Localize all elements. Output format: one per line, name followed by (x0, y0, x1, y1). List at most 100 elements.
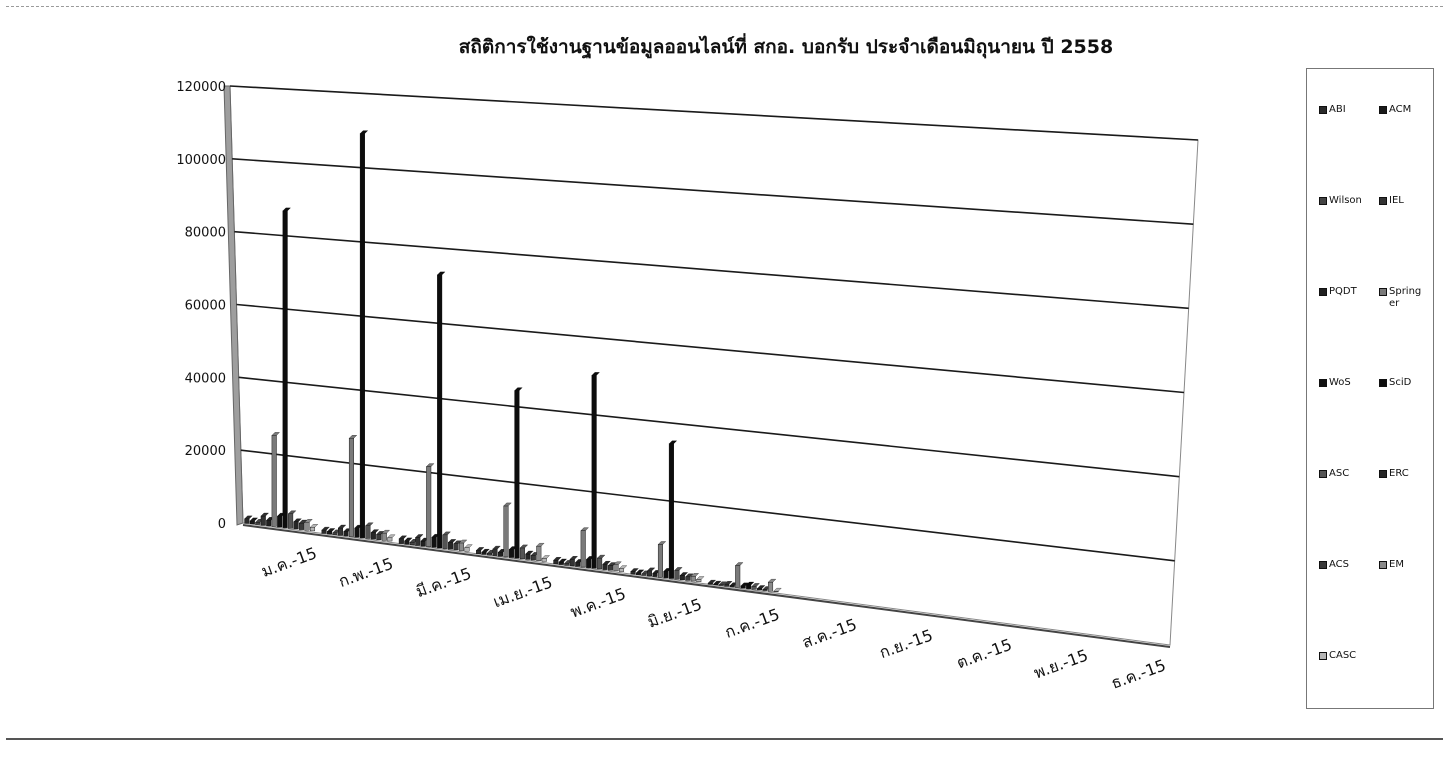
bar-top (337, 524, 347, 529)
legend-item: Springer (1379, 286, 1441, 310)
bar (558, 561, 564, 565)
bar (580, 530, 586, 568)
legend-label: EM (1389, 559, 1404, 570)
bar-top (398, 535, 408, 539)
legend-item: ACS (1319, 559, 1381, 571)
x-tick-label: ต.ค.-15 (954, 635, 1014, 672)
bar-top (326, 528, 336, 532)
bar-top (696, 576, 705, 580)
bar (459, 542, 465, 551)
legend-item: ABI (1319, 104, 1381, 116)
bar (564, 563, 570, 566)
bar (370, 532, 376, 540)
bar-top (519, 544, 529, 549)
bar (304, 522, 310, 531)
bar-top (685, 573, 694, 577)
bar-top (713, 580, 722, 585)
y-tick-label: 0 (218, 517, 226, 532)
bar-top (646, 567, 656, 572)
legend-swatch (1379, 197, 1387, 205)
chart-svg: 0 20000 40000 60000 80000 100000 120000 ม.ค.-15… (176, 33, 1199, 693)
bar (487, 552, 493, 556)
bar (519, 547, 525, 560)
bar-top (271, 432, 280, 436)
side-wall (223, 85, 244, 526)
bar-top (558, 558, 567, 563)
legend-label: Springer (1389, 286, 1422, 309)
x-tick-label: มิ.ย.-15 (645, 595, 704, 632)
legend-item: ERC (1379, 468, 1441, 480)
bar (354, 527, 360, 538)
bar (481, 551, 487, 555)
bar (674, 570, 680, 580)
y-tick-label: 100000 (176, 153, 226, 168)
bar-top (536, 543, 545, 547)
bar (288, 513, 294, 529)
bar-top (309, 524, 319, 528)
bar (338, 527, 344, 536)
bar-top (707, 579, 717, 584)
bar-top (293, 518, 302, 522)
bar (575, 562, 581, 567)
gridline (232, 158, 1194, 225)
bar (381, 532, 387, 541)
y-tick-label: 80000 (185, 226, 226, 241)
x-tick-label: พ.ย.-15 (1031, 645, 1090, 682)
bar (282, 210, 288, 528)
bar (244, 518, 250, 524)
bar (442, 534, 448, 549)
legend-label: ABI (1329, 104, 1346, 115)
bar (762, 589, 768, 591)
bar (453, 543, 459, 551)
bar (602, 563, 608, 570)
bar (415, 537, 421, 546)
bar-top (591, 372, 600, 376)
bar-top (503, 502, 512, 507)
bar (768, 581, 774, 592)
bar-top (304, 519, 313, 523)
x-tick-label: ก.พ.-15 (336, 554, 396, 591)
bar (740, 585, 746, 589)
bar (448, 542, 454, 550)
bar-top (596, 554, 606, 559)
bar-top (244, 515, 253, 519)
bar (525, 553, 531, 560)
bar (735, 565, 741, 588)
legend-label: ERC (1389, 468, 1409, 479)
gridline (236, 303, 1185, 394)
x-tick-label: มี.ค.-15 (413, 564, 474, 602)
bar (464, 547, 470, 552)
bar-top (415, 534, 424, 538)
floor-line (242, 524, 1171, 648)
bar-top (756, 585, 766, 589)
legend-item: CASC (1319, 650, 1381, 662)
bar (266, 520, 272, 526)
bar-top (458, 539, 468, 544)
bar (751, 586, 757, 590)
bar (586, 559, 592, 568)
bar-top (447, 539, 457, 543)
bar (299, 522, 305, 530)
bar (630, 571, 636, 575)
bar-top (492, 545, 501, 550)
chart-frame (6, 6, 1443, 740)
bar (503, 505, 509, 558)
legend-swatch (1319, 470, 1327, 478)
bar-top (387, 534, 396, 538)
bar-top (630, 568, 639, 572)
bar (663, 571, 669, 579)
bar (608, 565, 614, 571)
bar-top (541, 555, 550, 559)
legend-label: PQDT (1329, 286, 1357, 297)
legend-label: Wilson (1329, 195, 1362, 206)
legend-label: WoS (1329, 377, 1351, 388)
bar (724, 584, 730, 587)
bar (647, 570, 653, 577)
bar-top (404, 537, 413, 542)
bar-top (436, 271, 446, 276)
bar-top (365, 522, 374, 526)
bar (431, 536, 437, 548)
legend-item: IEL (1379, 195, 1441, 207)
bar-top (657, 541, 667, 545)
y-tick-label: 120000 (176, 80, 226, 95)
